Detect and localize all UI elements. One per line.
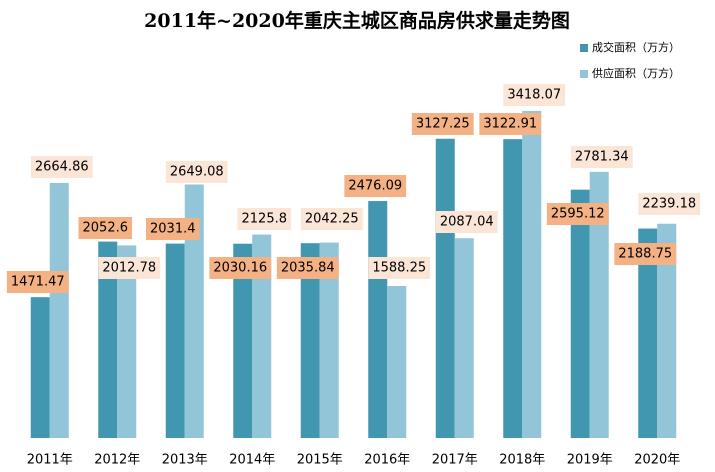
x-tick-label: 2012年 <box>94 453 140 468</box>
legend-swatch <box>580 70 588 78</box>
data-label-background <box>98 257 161 279</box>
data-label: 3122.91 <box>483 117 537 132</box>
bar <box>252 234 272 438</box>
data-label: 2239.18 <box>642 197 696 212</box>
data-label: 2087.04 <box>440 215 494 230</box>
data-label-background <box>209 257 272 279</box>
data-label-background <box>276 257 339 279</box>
data-label: 2030.16 <box>213 261 267 276</box>
x-tick-label: 2015年 <box>297 453 343 468</box>
x-tick-label: 2016年 <box>364 453 410 468</box>
bar <box>387 286 407 438</box>
data-label: 2664.86 <box>35 160 89 175</box>
bar <box>49 182 69 438</box>
data-label-background <box>411 113 474 135</box>
data-label-background <box>570 146 633 168</box>
x-tick-label: 2013年 <box>162 453 208 468</box>
data-label: 2781.34 <box>575 150 629 165</box>
bar <box>233 243 253 438</box>
data-label-background <box>638 193 701 215</box>
data-label: 2052.6 <box>83 221 129 236</box>
bar <box>570 189 590 438</box>
data-label-background <box>503 84 566 106</box>
data-label: 2649.08 <box>170 165 224 180</box>
data-label-background <box>78 217 132 239</box>
data-label: 2595.12 <box>551 207 605 222</box>
bar <box>300 243 320 438</box>
x-tick-label: 2018年 <box>499 453 545 468</box>
bar <box>184 184 204 438</box>
x-tick-label: 2020年 <box>634 453 680 468</box>
data-label-background <box>165 161 228 183</box>
data-label-background <box>300 208 363 230</box>
data-label-background <box>6 271 69 293</box>
data-label: 2012.78 <box>102 261 156 276</box>
bar <box>30 297 50 438</box>
data-label: 3127.25 <box>416 117 470 132</box>
legend-swatch <box>580 44 588 52</box>
bar <box>657 223 677 438</box>
data-label-background <box>614 243 677 265</box>
data-label: 2188.75 <box>618 247 672 262</box>
data-label-background <box>237 208 291 230</box>
bar <box>319 242 339 438</box>
bar <box>589 171 609 438</box>
x-tick-label: 2011年 <box>27 453 73 468</box>
data-label-background <box>479 113 542 135</box>
data-label: 1588.25 <box>372 261 426 276</box>
bar <box>522 110 542 438</box>
bar <box>98 241 118 438</box>
data-label-background <box>368 257 431 279</box>
data-label-background <box>546 203 609 225</box>
chart-title: 2011年~2020年重庆主城区商品房供求量走势图 <box>144 9 570 32</box>
data-label: 3418.07 <box>507 88 561 103</box>
data-label-background <box>30 156 93 178</box>
bar <box>435 138 455 438</box>
data-label-background <box>344 175 407 197</box>
data-label: 2476.09 <box>348 179 402 194</box>
legend-label: 成交面积（万方） <box>592 40 680 54</box>
legend-label: 供应面积（万方） <box>592 66 680 80</box>
bar <box>117 245 137 438</box>
data-label: 2031.4 <box>150 222 196 237</box>
bar <box>503 139 523 439</box>
x-tick-label: 2019年 <box>567 453 613 468</box>
bar <box>165 243 185 438</box>
x-tick-label: 2014年 <box>229 453 275 468</box>
data-label: 2125.8 <box>242 212 288 227</box>
data-label: 1471.47 <box>11 275 65 290</box>
x-tick-label: 2017年 <box>432 453 478 468</box>
data-label-background <box>146 218 200 240</box>
bar <box>368 201 388 438</box>
data-label: 2035.84 <box>281 261 335 276</box>
data-label-background <box>435 211 498 233</box>
bar <box>454 238 474 438</box>
data-label: 2042.25 <box>305 212 359 227</box>
bar <box>638 228 658 438</box>
